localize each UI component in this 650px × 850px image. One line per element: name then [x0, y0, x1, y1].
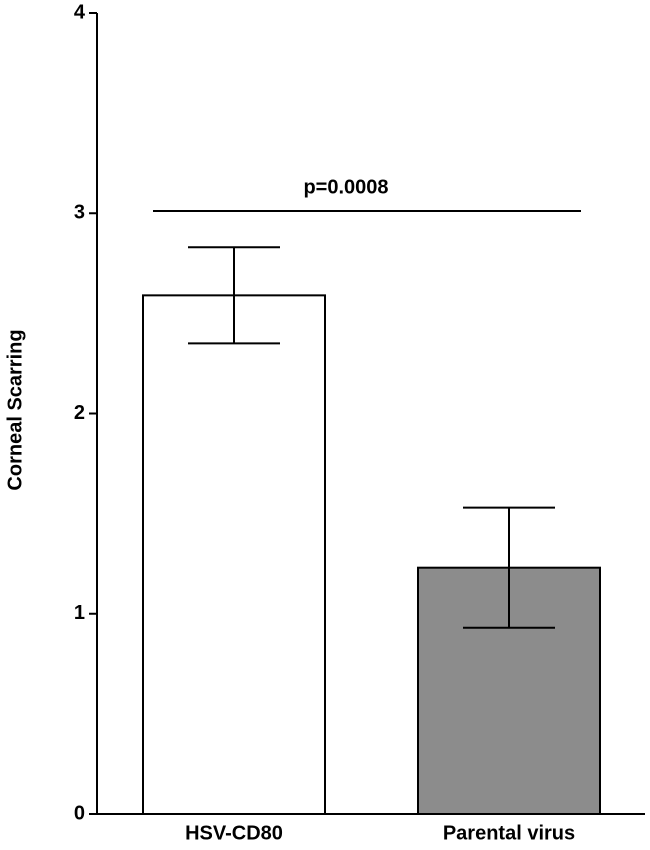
bar [142, 294, 326, 816]
y-tick-label: 3 [74, 202, 85, 224]
y-axis-label: Corneal Scarring [4, 329, 26, 490]
annotation: p=0.0008 [303, 176, 388, 198]
y-tick-label: 4 [74, 1, 86, 23]
y-tick-label: 0 [74, 802, 85, 824]
x-tick-label: HSV-CD80 [185, 822, 283, 844]
x-tick-label: Parental virus [443, 822, 575, 844]
y-tick-label: 1 [74, 602, 85, 624]
error-bar [463, 506, 555, 629]
error-bar [188, 246, 280, 345]
y-tick-label: 2 [74, 402, 85, 424]
